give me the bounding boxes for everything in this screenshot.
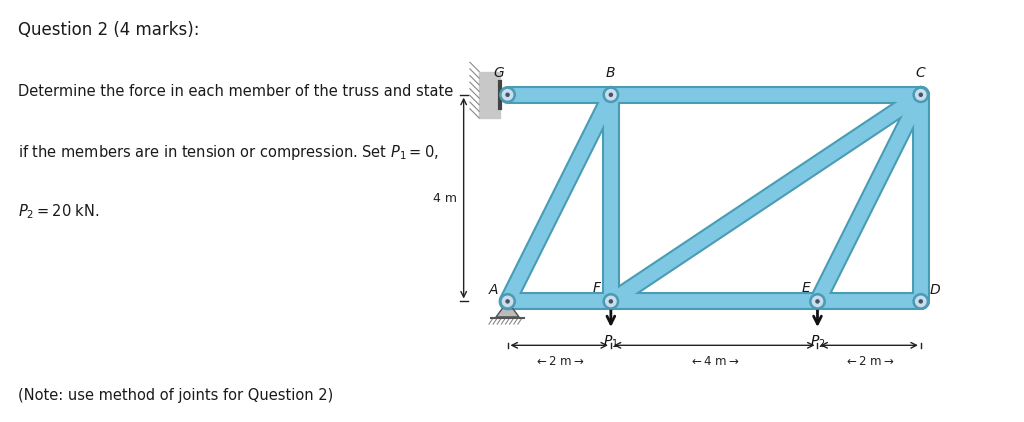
Text: if the members are in tension or compression. Set $P_1 = 0$,: if the members are in tension or compres…	[17, 143, 438, 162]
Text: $\leftarrow$2 m$\rightarrow$: $\leftarrow$2 m$\rightarrow$	[844, 354, 894, 368]
Circle shape	[606, 89, 616, 100]
Text: $\leftarrow$2 m$\rightarrow$: $\leftarrow$2 m$\rightarrow$	[534, 354, 585, 368]
Text: C: C	[915, 66, 926, 80]
Text: $P_2 = 20$ kN.: $P_2 = 20$ kN.	[17, 203, 99, 221]
Circle shape	[603, 87, 618, 103]
Circle shape	[812, 296, 822, 306]
Circle shape	[915, 89, 926, 100]
Circle shape	[816, 300, 819, 303]
Text: $\mathit{P}_2$: $\mathit{P}_2$	[810, 334, 825, 350]
Circle shape	[603, 294, 618, 309]
Circle shape	[609, 93, 612, 96]
Text: G: G	[493, 66, 504, 80]
Text: $\mathit{P}_1$: $\mathit{P}_1$	[603, 334, 618, 350]
Text: D: D	[930, 283, 941, 297]
Text: F: F	[593, 281, 600, 295]
Circle shape	[913, 87, 929, 103]
Text: Question 2 (4 marks):: Question 2 (4 marks):	[17, 21, 199, 39]
Circle shape	[913, 294, 929, 309]
Text: B: B	[606, 66, 615, 80]
Text: 4 m: 4 m	[433, 192, 458, 205]
Circle shape	[500, 294, 515, 309]
Circle shape	[915, 296, 926, 306]
Circle shape	[606, 296, 616, 306]
Circle shape	[500, 87, 515, 103]
Circle shape	[609, 300, 612, 303]
Text: $\leftarrow$4 m$\rightarrow$: $\leftarrow$4 m$\rightarrow$	[689, 354, 739, 368]
Circle shape	[506, 93, 509, 96]
Text: A: A	[488, 283, 498, 297]
Circle shape	[920, 300, 923, 303]
Polygon shape	[497, 301, 519, 317]
Circle shape	[503, 296, 513, 306]
Circle shape	[810, 294, 825, 309]
Circle shape	[920, 93, 923, 96]
Text: E: E	[802, 281, 810, 295]
Text: Determine the force in each member of the truss and state: Determine the force in each member of th…	[17, 84, 453, 100]
Circle shape	[503, 89, 513, 100]
Circle shape	[506, 300, 509, 303]
Text: (Note: use method of joints for Question 2): (Note: use method of joints for Question…	[17, 388, 333, 403]
Bar	[479, 72, 500, 118]
